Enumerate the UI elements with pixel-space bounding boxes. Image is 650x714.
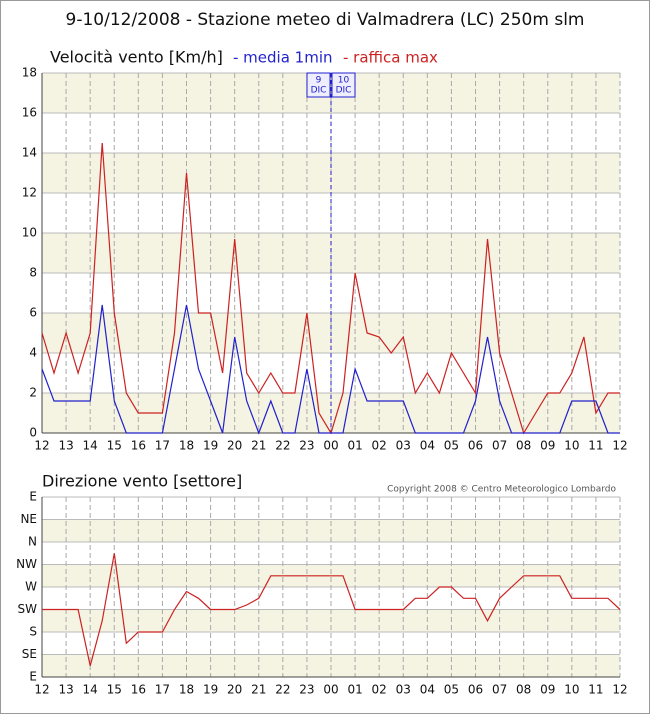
- series-line: [42, 553, 621, 666]
- x-tick-label: 12: [34, 683, 49, 697]
- x-tick-label: 03: [396, 683, 411, 697]
- x-tick-label: 21: [251, 683, 266, 697]
- y-tick-label: 10: [22, 226, 37, 240]
- x-tick-label: 18: [179, 439, 194, 453]
- legend-entry: - raffica max: [343, 49, 438, 67]
- x-tick-label: 00: [323, 439, 338, 453]
- x-tick-label: 02: [372, 439, 387, 453]
- y-tick-label: 14: [22, 146, 37, 160]
- y-tick-label: 4: [29, 346, 37, 360]
- y-tick-label: E: [29, 490, 37, 504]
- series-line: [41, 304, 620, 435]
- x-tick-label: 01: [347, 683, 362, 697]
- x-tick-label: 18: [179, 683, 194, 697]
- x-tick-label: 11: [588, 439, 603, 453]
- y-tick-label: 0: [29, 426, 37, 440]
- x-tick-label: 11: [588, 683, 603, 697]
- x-tick-label: 05: [444, 439, 459, 453]
- x-tick-label: 12: [612, 683, 627, 697]
- x-tick-label: 22: [275, 439, 290, 453]
- x-tick-label: 16: [131, 439, 146, 453]
- y-tick-label: NE: [20, 512, 37, 526]
- x-tick-label: 03: [396, 439, 411, 453]
- x-tick-label: 12: [612, 439, 627, 453]
- x-tick-label: 17: [155, 683, 170, 697]
- chart-title: 9-10/12/2008 - Stazione meteo di Valmadr…: [66, 10, 585, 30]
- x-tick-label: 08: [516, 439, 531, 453]
- x-tick-label: 04: [420, 439, 435, 453]
- y-tick-label: NW: [16, 557, 37, 571]
- x-tick-label: 15: [107, 439, 122, 453]
- day-label: DIC: [311, 86, 327, 96]
- y-tick-label: 2: [29, 386, 37, 400]
- x-tick-label: 10: [564, 683, 579, 697]
- x-tick-label: 16: [131, 683, 146, 697]
- x-tick-label: 20: [227, 439, 242, 453]
- y-tick-label: SW: [18, 602, 38, 616]
- x-tick-label: 19: [203, 683, 218, 697]
- x-tick-label: 06: [468, 439, 483, 453]
- x-tick-label: 05: [444, 683, 459, 697]
- x-tick-label: 00: [323, 683, 338, 697]
- y-tick-label: 6: [29, 306, 37, 320]
- x-tick-label: 10: [564, 439, 579, 453]
- x-tick-label: 23: [299, 683, 314, 697]
- y-tick-label: SE: [22, 647, 37, 661]
- y-tick-label: S: [29, 625, 37, 639]
- y-tick-label: E: [29, 670, 37, 684]
- x-tick-label: 07: [492, 683, 507, 697]
- panel-title: Direzione vento [settore]: [42, 472, 242, 491]
- x-tick-label: 14: [83, 683, 98, 697]
- x-tick-label: 02: [372, 683, 387, 697]
- x-tick-label: 20: [227, 683, 242, 697]
- panel-title: Velocità vento [Km/h]: [50, 48, 223, 67]
- day-box: [331, 72, 356, 98]
- copyright: Copyright 2008 © Centro Meteorologico Lo…: [387, 485, 616, 495]
- x-tick-label: 17: [155, 439, 170, 453]
- day-label: 10: [338, 76, 350, 86]
- y-tick-label: 8: [29, 266, 37, 280]
- y-tick-label: 18: [22, 66, 37, 80]
- x-tick-label: 06: [468, 683, 483, 697]
- x-tick-label: 19: [203, 439, 218, 453]
- y-tick-label: 12: [22, 186, 37, 200]
- day-label: 9: [316, 76, 322, 86]
- legend-entry: - media 1min: [233, 49, 333, 67]
- x-tick-label: 13: [58, 683, 73, 697]
- x-tick-label: 04: [420, 683, 435, 697]
- x-tick-label: 21: [251, 439, 266, 453]
- y-tick-label: W: [25, 580, 37, 594]
- x-tick-label: 23: [299, 439, 314, 453]
- x-tick-label: 07: [492, 439, 507, 453]
- y-tick-label: N: [28, 535, 37, 549]
- x-tick-label: 12: [34, 439, 49, 453]
- x-tick-label: 22: [275, 683, 290, 697]
- x-tick-label: 09: [540, 439, 555, 453]
- day-label: DIC: [336, 86, 352, 96]
- day-box: [306, 72, 331, 98]
- x-tick-label: 15: [107, 683, 122, 697]
- y-tick-label: 16: [22, 106, 37, 120]
- x-tick-label: 14: [83, 439, 98, 453]
- x-tick-label: 01: [347, 439, 362, 453]
- x-tick-label: 09: [540, 683, 555, 697]
- x-tick-label: 13: [58, 439, 73, 453]
- x-tick-label: 08: [516, 683, 531, 697]
